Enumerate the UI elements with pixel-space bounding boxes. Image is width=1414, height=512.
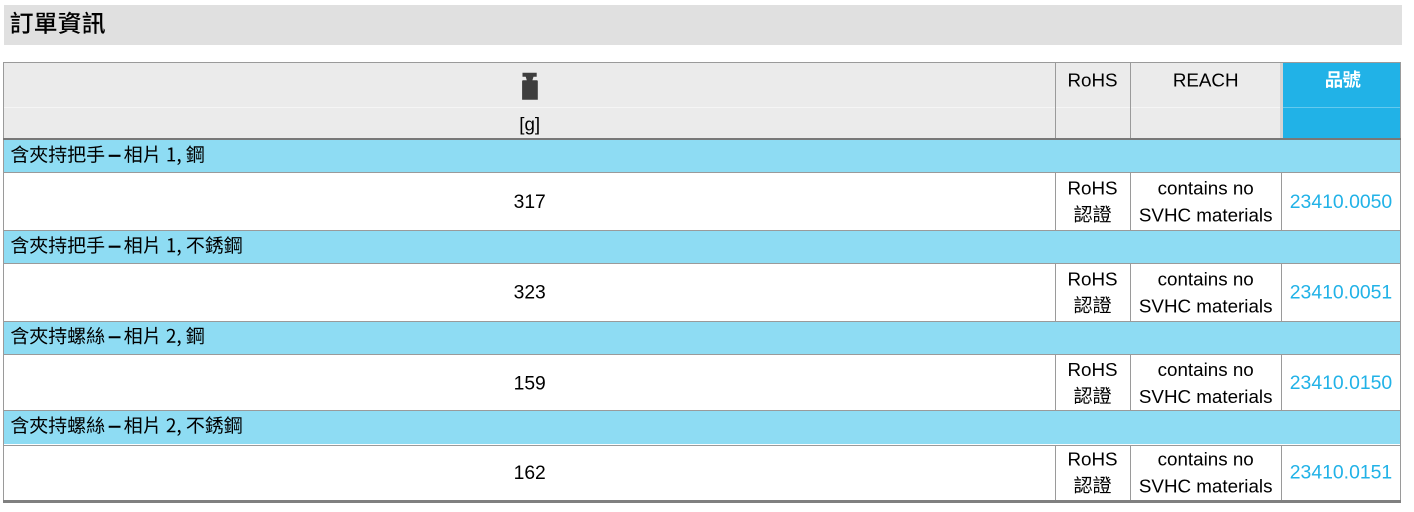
svg-text:SVHC materials: SVHC materials (1139, 386, 1273, 407)
svg-text:REACH: REACH (1173, 70, 1239, 91)
svg-text:RoHS: RoHS (1067, 178, 1117, 199)
svg-text:23410.0150: 23410.0150 (1290, 372, 1393, 394)
svg-text:contains no: contains no (1158, 268, 1254, 289)
svg-text:RoHS: RoHS (1067, 268, 1117, 289)
svg-text:SVHC materials: SVHC materials (1139, 295, 1273, 316)
svg-text:RoHS: RoHS (1067, 359, 1117, 380)
svg-text:317: 317 (514, 192, 546, 213)
svg-text:contains no: contains no (1158, 359, 1254, 380)
svg-text:159: 159 (514, 373, 546, 394)
svg-text:23410.0051: 23410.0051 (1290, 282, 1392, 304)
svg-text:SVHC materials: SVHC materials (1139, 475, 1273, 496)
svg-text:RoHS: RoHS (1067, 70, 1117, 91)
svg-text:162: 162 (514, 463, 546, 484)
svg-text:RoHS: RoHS (1067, 448, 1117, 469)
svg-text:323: 323 (514, 283, 546, 304)
svg-text:SVHC materials: SVHC materials (1139, 205, 1273, 226)
svg-text:[g]: [g] (519, 114, 540, 135)
svg-text:contains no: contains no (1158, 448, 1254, 469)
svg-text:23410.0050: 23410.0050 (1290, 191, 1393, 213)
svg-text:contains no: contains no (1158, 178, 1254, 199)
svg-text:23410.0151: 23410.0151 (1290, 462, 1392, 484)
